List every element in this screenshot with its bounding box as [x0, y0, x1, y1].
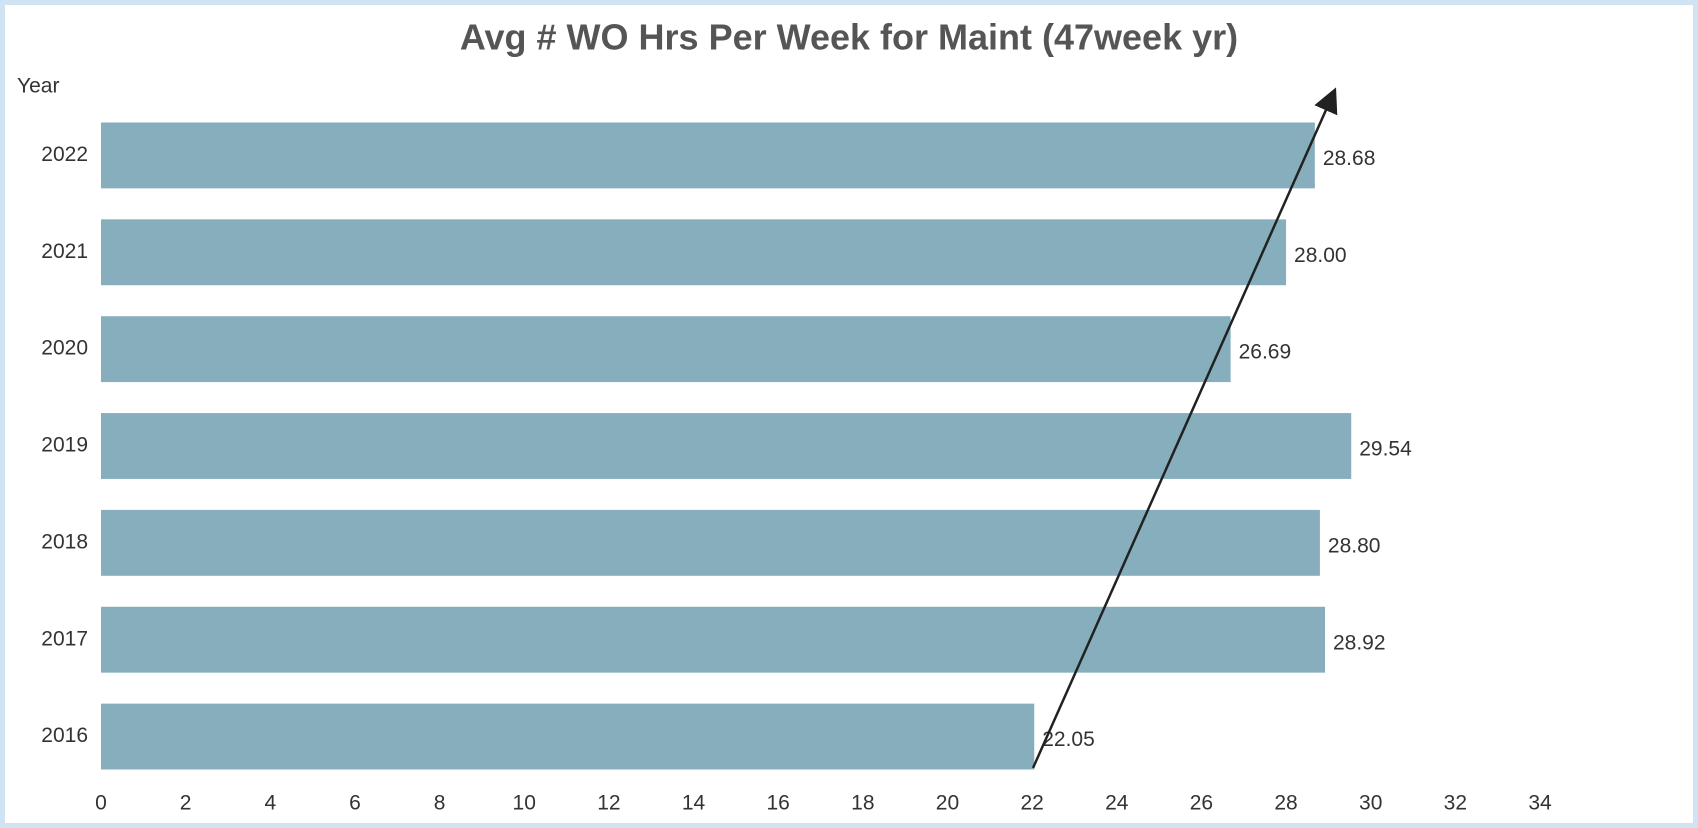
bar	[101, 122, 1315, 189]
value-label: 22.05	[1042, 728, 1095, 751]
value-label: 28.80	[1328, 534, 1381, 557]
chart-title: Avg # WO Hrs Per Week for Maint (47week …	[460, 17, 1238, 58]
bar	[101, 703, 1035, 770]
x-tick-label: 20	[936, 792, 959, 815]
value-label: 29.54	[1359, 438, 1412, 461]
x-tick-label: 26	[1190, 792, 1213, 815]
x-tick-label: 30	[1359, 792, 1382, 815]
x-tick-label: 12	[597, 792, 620, 815]
y-tick-label: 2016	[41, 724, 88, 747]
x-tick-label: 24	[1105, 792, 1129, 815]
x-tick-label: 10	[513, 792, 536, 815]
value-label: 28.00	[1294, 244, 1347, 267]
x-tick-label: 16	[766, 792, 789, 815]
value-label: 28.68	[1323, 147, 1376, 170]
x-tick-label: 0	[95, 792, 107, 815]
x-tick-label: 34	[1528, 792, 1552, 815]
x-tick-label: 28	[1274, 792, 1297, 815]
y-tick-label: 2018	[41, 530, 88, 553]
y-tick-label: 2021	[41, 240, 88, 263]
bar	[101, 509, 1320, 576]
bar	[101, 606, 1325, 673]
x-tick-label: 6	[349, 792, 361, 815]
x-tick-label: 8	[434, 792, 446, 815]
y-tick-label: 2020	[41, 337, 88, 360]
x-tick-label: 2	[180, 792, 192, 815]
y-axis-label: Year	[17, 75, 59, 98]
value-label: 28.92	[1333, 631, 1386, 654]
bar	[101, 219, 1287, 286]
bar	[101, 413, 1352, 479]
y-tick-label: 2022	[41, 143, 88, 166]
x-tick-label: 14	[682, 792, 706, 815]
x-tick-label: 4	[264, 792, 276, 815]
y-tick-label: 2019	[41, 434, 88, 457]
x-tick-label: 22	[1020, 792, 1043, 815]
bar	[101, 316, 1231, 383]
x-tick-label: 18	[851, 792, 874, 815]
trend-arrow	[1031, 87, 1338, 769]
x-tick-label: 32	[1444, 792, 1467, 815]
y-tick-label: 2017	[41, 627, 88, 650]
value-label: 26.69	[1239, 341, 1292, 364]
